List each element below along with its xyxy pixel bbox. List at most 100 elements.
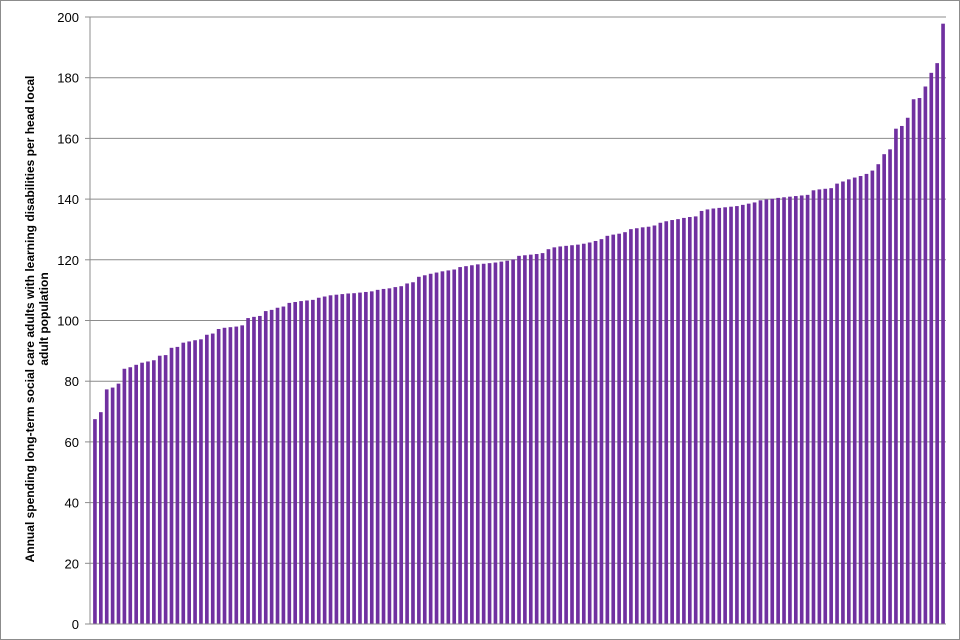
bar-69 [493,262,498,624]
bar-117 [776,197,780,624]
bar-89 [611,234,616,625]
y-tick-label-120: 120 [57,253,79,268]
bar-99 [670,220,674,625]
bar-75 [528,254,533,624]
bar-105 [705,209,710,625]
bar-2 [99,412,103,624]
y-tick-label-100: 100 [57,314,79,329]
bar-56 [417,276,421,624]
bar-5 [116,383,121,624]
bar-88 [605,235,610,624]
bar-113 [752,202,757,624]
bar-3 [104,389,109,624]
bar-132 [864,173,869,624]
bar-12 [157,355,162,624]
bar-131 [858,176,863,624]
bar-8 [134,364,138,624]
bar-1 [93,419,97,624]
bar-35 [293,301,298,624]
bar-45 [352,293,356,624]
bar-86 [593,240,598,625]
bar-68 [487,263,492,624]
y-axis-label-line-2: adult population [37,272,51,365]
bar-144 [935,63,939,624]
bar-77 [540,253,545,624]
bar-92 [629,229,633,624]
bar-90 [617,233,621,624]
bar-122 [805,194,810,624]
bar-25 [234,326,239,624]
bar-46 [358,292,362,624]
bar-108 [723,207,727,625]
bar-129 [846,179,851,624]
bar-135 [882,154,886,624]
bar-118 [782,197,786,624]
bar-17 [187,341,191,624]
bar-22 [216,329,221,624]
bar-102 [687,217,692,624]
bar-140 [911,99,916,624]
bar-128 [841,181,845,624]
bar-41 [328,295,333,624]
bar-104 [699,210,704,624]
bar-97 [658,222,663,624]
bar-58 [428,273,433,624]
bar-94 [640,227,645,624]
bar-78 [546,249,551,624]
bar-141 [917,98,922,624]
bar-29 [258,315,262,624]
bar-82 [570,245,574,625]
bar-116 [770,198,775,625]
bar-59 [434,272,439,624]
bar-124 [817,189,822,624]
bar-71 [505,260,510,624]
bar-34 [287,302,292,624]
bar-11 [152,360,156,624]
bar-70 [499,261,504,624]
bar-87 [599,239,604,624]
bar-138 [900,125,904,625]
bar-39 [316,297,321,624]
bar-43 [340,294,345,624]
bar-49 [375,289,380,624]
bar-106 [711,208,716,624]
bar-95 [646,226,651,624]
bar-36 [299,301,303,624]
bar-83 [576,244,580,625]
bar-4 [110,387,115,624]
bar-67 [481,263,486,624]
y-axis-label-line-1: Annual spending long-term social care ad… [23,76,37,563]
bar-15 [175,346,180,624]
bar-26 [240,325,245,624]
bar-136 [888,149,892,624]
bar-42 [334,294,339,624]
bar-52 [393,287,398,624]
bar-98 [664,221,669,624]
bar-114 [758,200,763,624]
bar-110 [735,206,739,624]
bar-96 [652,225,657,624]
bar-63 [458,267,462,624]
bar-60 [440,271,445,624]
bar-111 [740,204,745,624]
bar-13 [163,355,168,624]
y-tick-label-20: 20 [65,556,79,571]
bar-7 [128,367,133,624]
bar-50 [381,288,386,624]
bar-20 [205,334,209,624]
bar-74 [523,255,527,624]
bar-61 [446,270,451,624]
bar-103 [693,216,698,624]
bar-126 [829,188,833,625]
bar-44 [346,293,351,624]
bar-145 [941,23,945,625]
bar-27 [246,318,250,624]
bar-112 [746,203,751,624]
bar-16 [181,342,186,624]
bar-64 [464,266,468,624]
y-tick-label-40: 40 [65,496,79,511]
bar-38 [311,299,315,624]
bar-10 [146,361,150,624]
